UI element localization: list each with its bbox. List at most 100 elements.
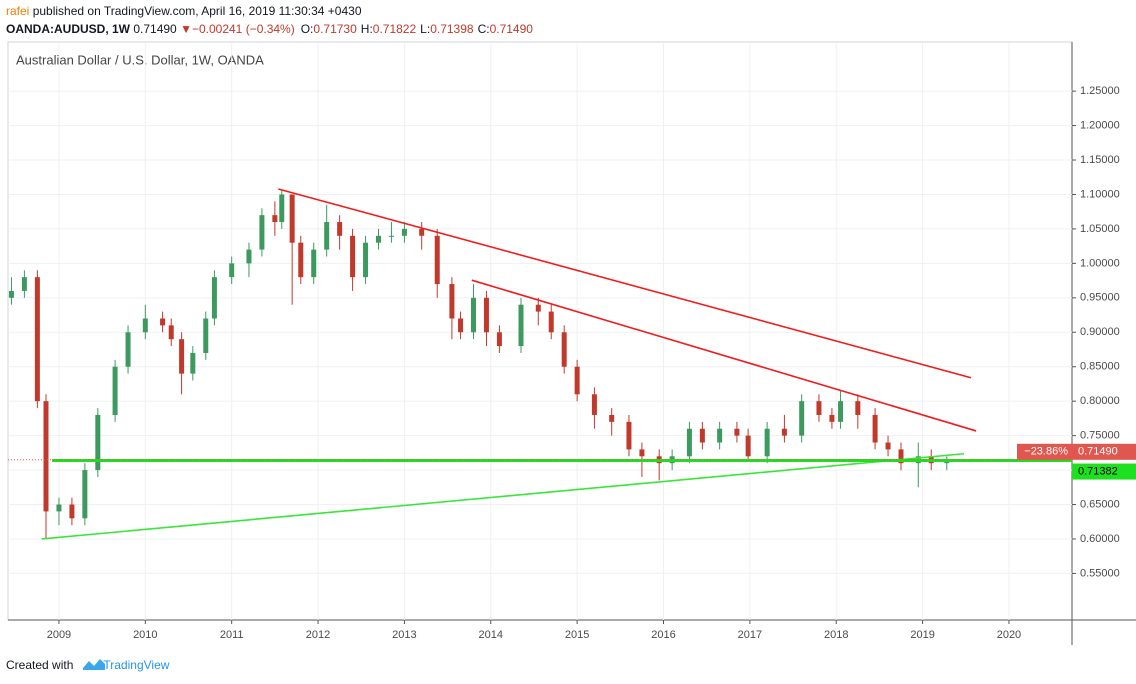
published: published on TradingView.com, April 16, …	[33, 4, 362, 18]
footer: Created with TradingView	[6, 658, 170, 672]
candle-body	[535, 304, 541, 312]
y-tick-label: 0.95000	[1080, 292, 1120, 304]
candle-body	[449, 284, 455, 319]
candle-body	[838, 401, 844, 422]
chart-title: Australian Dollar / U.S. Dollar, 1W, OAN…	[16, 52, 264, 67]
candle-body	[434, 235, 440, 285]
footer-brand: TradingView	[103, 658, 169, 672]
x-tick-label: 2016	[651, 629, 675, 641]
change-label-box	[1017, 443, 1072, 460]
candle-body	[496, 332, 502, 347]
candle-body	[21, 277, 27, 291]
candle-body	[376, 235, 381, 243]
x-tick-label: 2013	[392, 629, 416, 641]
y-tick-label: 0.90000	[1080, 326, 1120, 338]
y-tick-label: 0.80000	[1080, 395, 1120, 407]
x-tick-label: 2012	[306, 629, 330, 641]
ohlc-value: 0.71398	[430, 22, 474, 36]
candle-body	[483, 297, 489, 333]
candle-body	[885, 442, 891, 450]
footer-text: Created with	[6, 658, 73, 672]
candle-body	[686, 428, 692, 457]
candle-body	[548, 311, 554, 333]
candle-body	[561, 332, 567, 367]
x-tick-label: 2010	[133, 629, 157, 641]
candle-body	[363, 242, 369, 278]
change-label: −23.86%	[1024, 446, 1068, 458]
x-tick-label: 2020	[997, 629, 1021, 641]
candle-body	[388, 235, 394, 237]
trend-line	[278, 188, 972, 379]
candle-body	[639, 449, 645, 457]
plot	[8, 188, 1072, 540]
author: rafei	[6, 4, 29, 18]
y-tick-label: 1.10000	[1080, 188, 1120, 200]
candle-body	[829, 414, 835, 422]
y-tick-label: 1.20000	[1080, 119, 1120, 131]
price-label-box	[1072, 463, 1136, 480]
candle-body	[298, 242, 304, 278]
candle-body	[609, 414, 615, 422]
candle-body	[69, 504, 75, 519]
candle-body	[259, 215, 265, 250]
candle-body	[471, 297, 476, 333]
candle-body	[246, 249, 252, 264]
candle-body	[401, 228, 407, 236]
candle-body	[419, 228, 425, 236]
candle-body	[816, 401, 822, 415]
ohlc-value: 0.71822	[373, 22, 417, 36]
candle-body	[734, 428, 740, 436]
y-tick-label: 0.60000	[1080, 533, 1120, 545]
symbol: OANDA:AUDUSD, 1W	[6, 22, 131, 36]
candle-body	[168, 325, 174, 340]
candle-body	[112, 366, 118, 415]
candle-body	[872, 414, 878, 443]
ohlc-key: C:	[478, 22, 490, 36]
candle-body	[82, 470, 88, 519]
candle-body	[289, 194, 295, 243]
x-tick-label: 2009	[47, 629, 71, 641]
x-tick-label: 2018	[824, 629, 848, 641]
x-tick-label: 2011	[220, 629, 244, 641]
ohlc-value: 0.71730	[313, 22, 357, 36]
ohlc-value: 0.71490	[490, 22, 534, 36]
candle-body	[745, 435, 751, 457]
candle-body	[337, 222, 343, 236]
candle-body	[279, 194, 285, 223]
candle-body	[699, 428, 705, 443]
logo	[83, 659, 105, 670]
symbol-line: OANDA:AUDUSD, 1W 0.71490 ▼−0.00241 (−0.3…	[6, 22, 533, 36]
price-label: 0.71490	[1078, 446, 1118, 458]
publish-line: rafei published on TradingView.com, Apri…	[6, 4, 362, 18]
x-tick-label: 2017	[738, 629, 762, 641]
candle-body	[229, 263, 235, 278]
ohlc-key: H:	[361, 22, 373, 36]
candle-body	[179, 339, 185, 374]
candle-body	[799, 401, 805, 436]
candle-body	[350, 235, 356, 278]
candle-body	[591, 394, 597, 415]
plot-frame	[7, 41, 1073, 621]
candle-body	[95, 414, 101, 471]
x-tick-label: 2019	[910, 629, 934, 641]
x-tick-label: 2014	[479, 629, 503, 641]
price-label: 0.71382	[1078, 465, 1118, 477]
last: 0.71490	[133, 22, 177, 36]
grid	[8, 42, 1072, 620]
y-tick-label: 0.65000	[1080, 498, 1120, 510]
trend-line	[41, 452, 965, 540]
candle-body	[34, 277, 40, 402]
candle-body	[458, 318, 464, 333]
y-tick-label: 1.25000	[1080, 85, 1120, 97]
candle-body	[764, 428, 770, 457]
candle-body	[626, 421, 632, 450]
y-tick-label: 0.55000	[1080, 567, 1120, 579]
candle-body	[574, 366, 580, 395]
candle-body	[190, 352, 196, 374]
candle-body	[125, 332, 131, 367]
x-tick-label: 2015	[565, 629, 589, 641]
price-label-box	[1072, 443, 1136, 460]
trend-line	[471, 279, 977, 432]
candle-body	[142, 318, 148, 333]
